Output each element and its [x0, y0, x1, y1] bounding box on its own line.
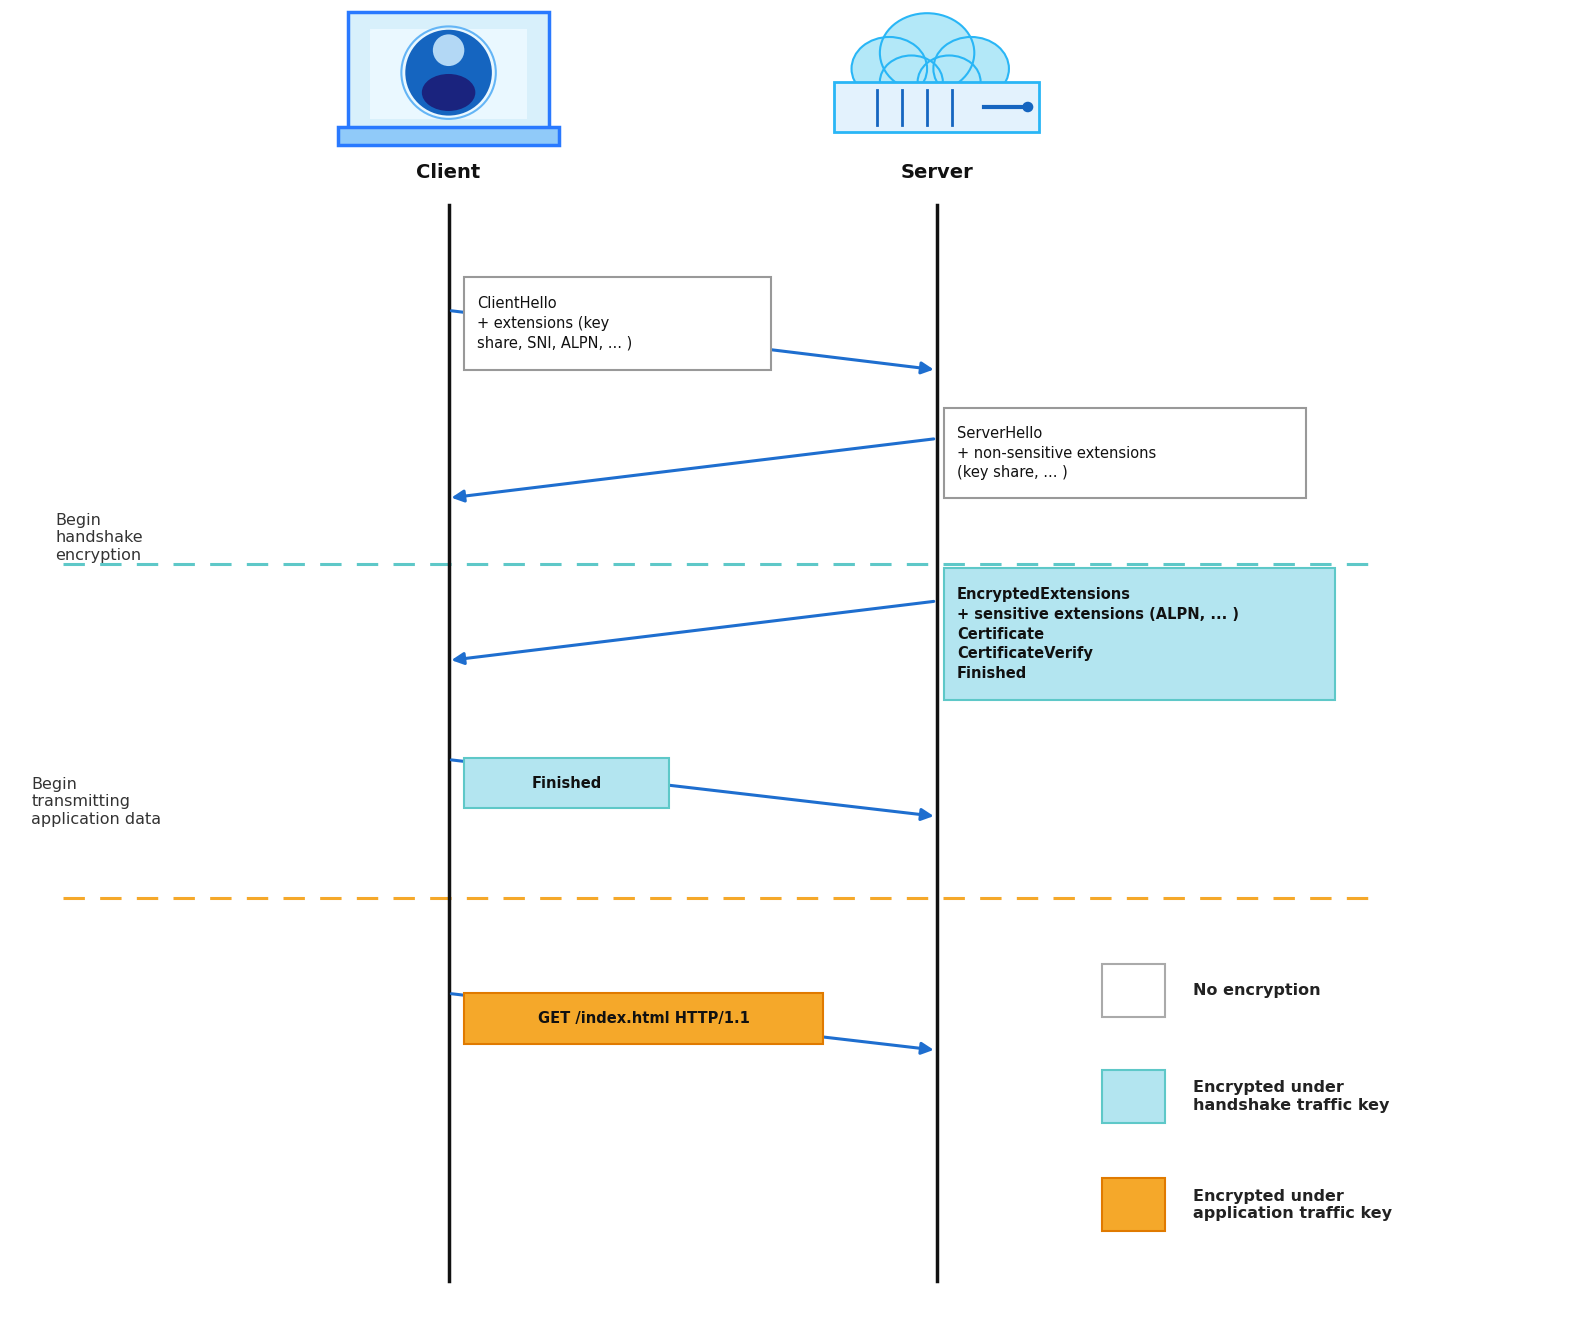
Text: Begin
transmitting
application data: Begin transmitting application data	[31, 777, 162, 827]
Ellipse shape	[880, 55, 943, 108]
FancyBboxPatch shape	[348, 12, 549, 135]
Text: No encryption: No encryption	[1193, 983, 1321, 999]
Text: ClientHello
+ extensions (key
share, SNI, ALPN, ... ): ClientHello + extensions (key share, SNI…	[477, 296, 633, 351]
FancyBboxPatch shape	[338, 127, 559, 145]
Text: Server: Server	[900, 164, 973, 182]
Ellipse shape	[1023, 102, 1033, 112]
FancyBboxPatch shape	[464, 277, 771, 370]
FancyBboxPatch shape	[834, 82, 1039, 132]
Text: Encrypted under
handshake traffic key: Encrypted under handshake traffic key	[1193, 1081, 1390, 1112]
Text: Finished: Finished	[532, 775, 601, 791]
Text: ServerHello
+ non-sensitive extensions
(key share, ... ): ServerHello + non-sensitive extensions (…	[957, 425, 1157, 481]
FancyBboxPatch shape	[370, 29, 527, 119]
Ellipse shape	[918, 55, 981, 108]
Ellipse shape	[852, 37, 927, 100]
FancyBboxPatch shape	[464, 993, 823, 1044]
Text: Begin
handshake
encryption: Begin handshake encryption	[55, 513, 143, 563]
Text: Encrypted under
application traffic key: Encrypted under application traffic key	[1193, 1189, 1391, 1221]
FancyBboxPatch shape	[464, 758, 669, 808]
Ellipse shape	[422, 74, 475, 111]
Ellipse shape	[433, 34, 464, 66]
Ellipse shape	[933, 37, 1009, 100]
Text: GET /index.html HTTP/1.1: GET /index.html HTTP/1.1	[538, 1011, 749, 1026]
FancyBboxPatch shape	[944, 408, 1306, 498]
FancyBboxPatch shape	[1102, 1178, 1165, 1231]
FancyBboxPatch shape	[1102, 964, 1165, 1017]
FancyBboxPatch shape	[944, 568, 1335, 700]
FancyBboxPatch shape	[1102, 1070, 1165, 1123]
Ellipse shape	[880, 13, 974, 92]
Text: EncryptedExtensions
+ sensitive extensions (ALPN, ... )
Certificate
CertificateV: EncryptedExtensions + sensitive extensio…	[957, 587, 1239, 682]
Text: Client: Client	[417, 164, 480, 182]
Ellipse shape	[406, 29, 491, 116]
